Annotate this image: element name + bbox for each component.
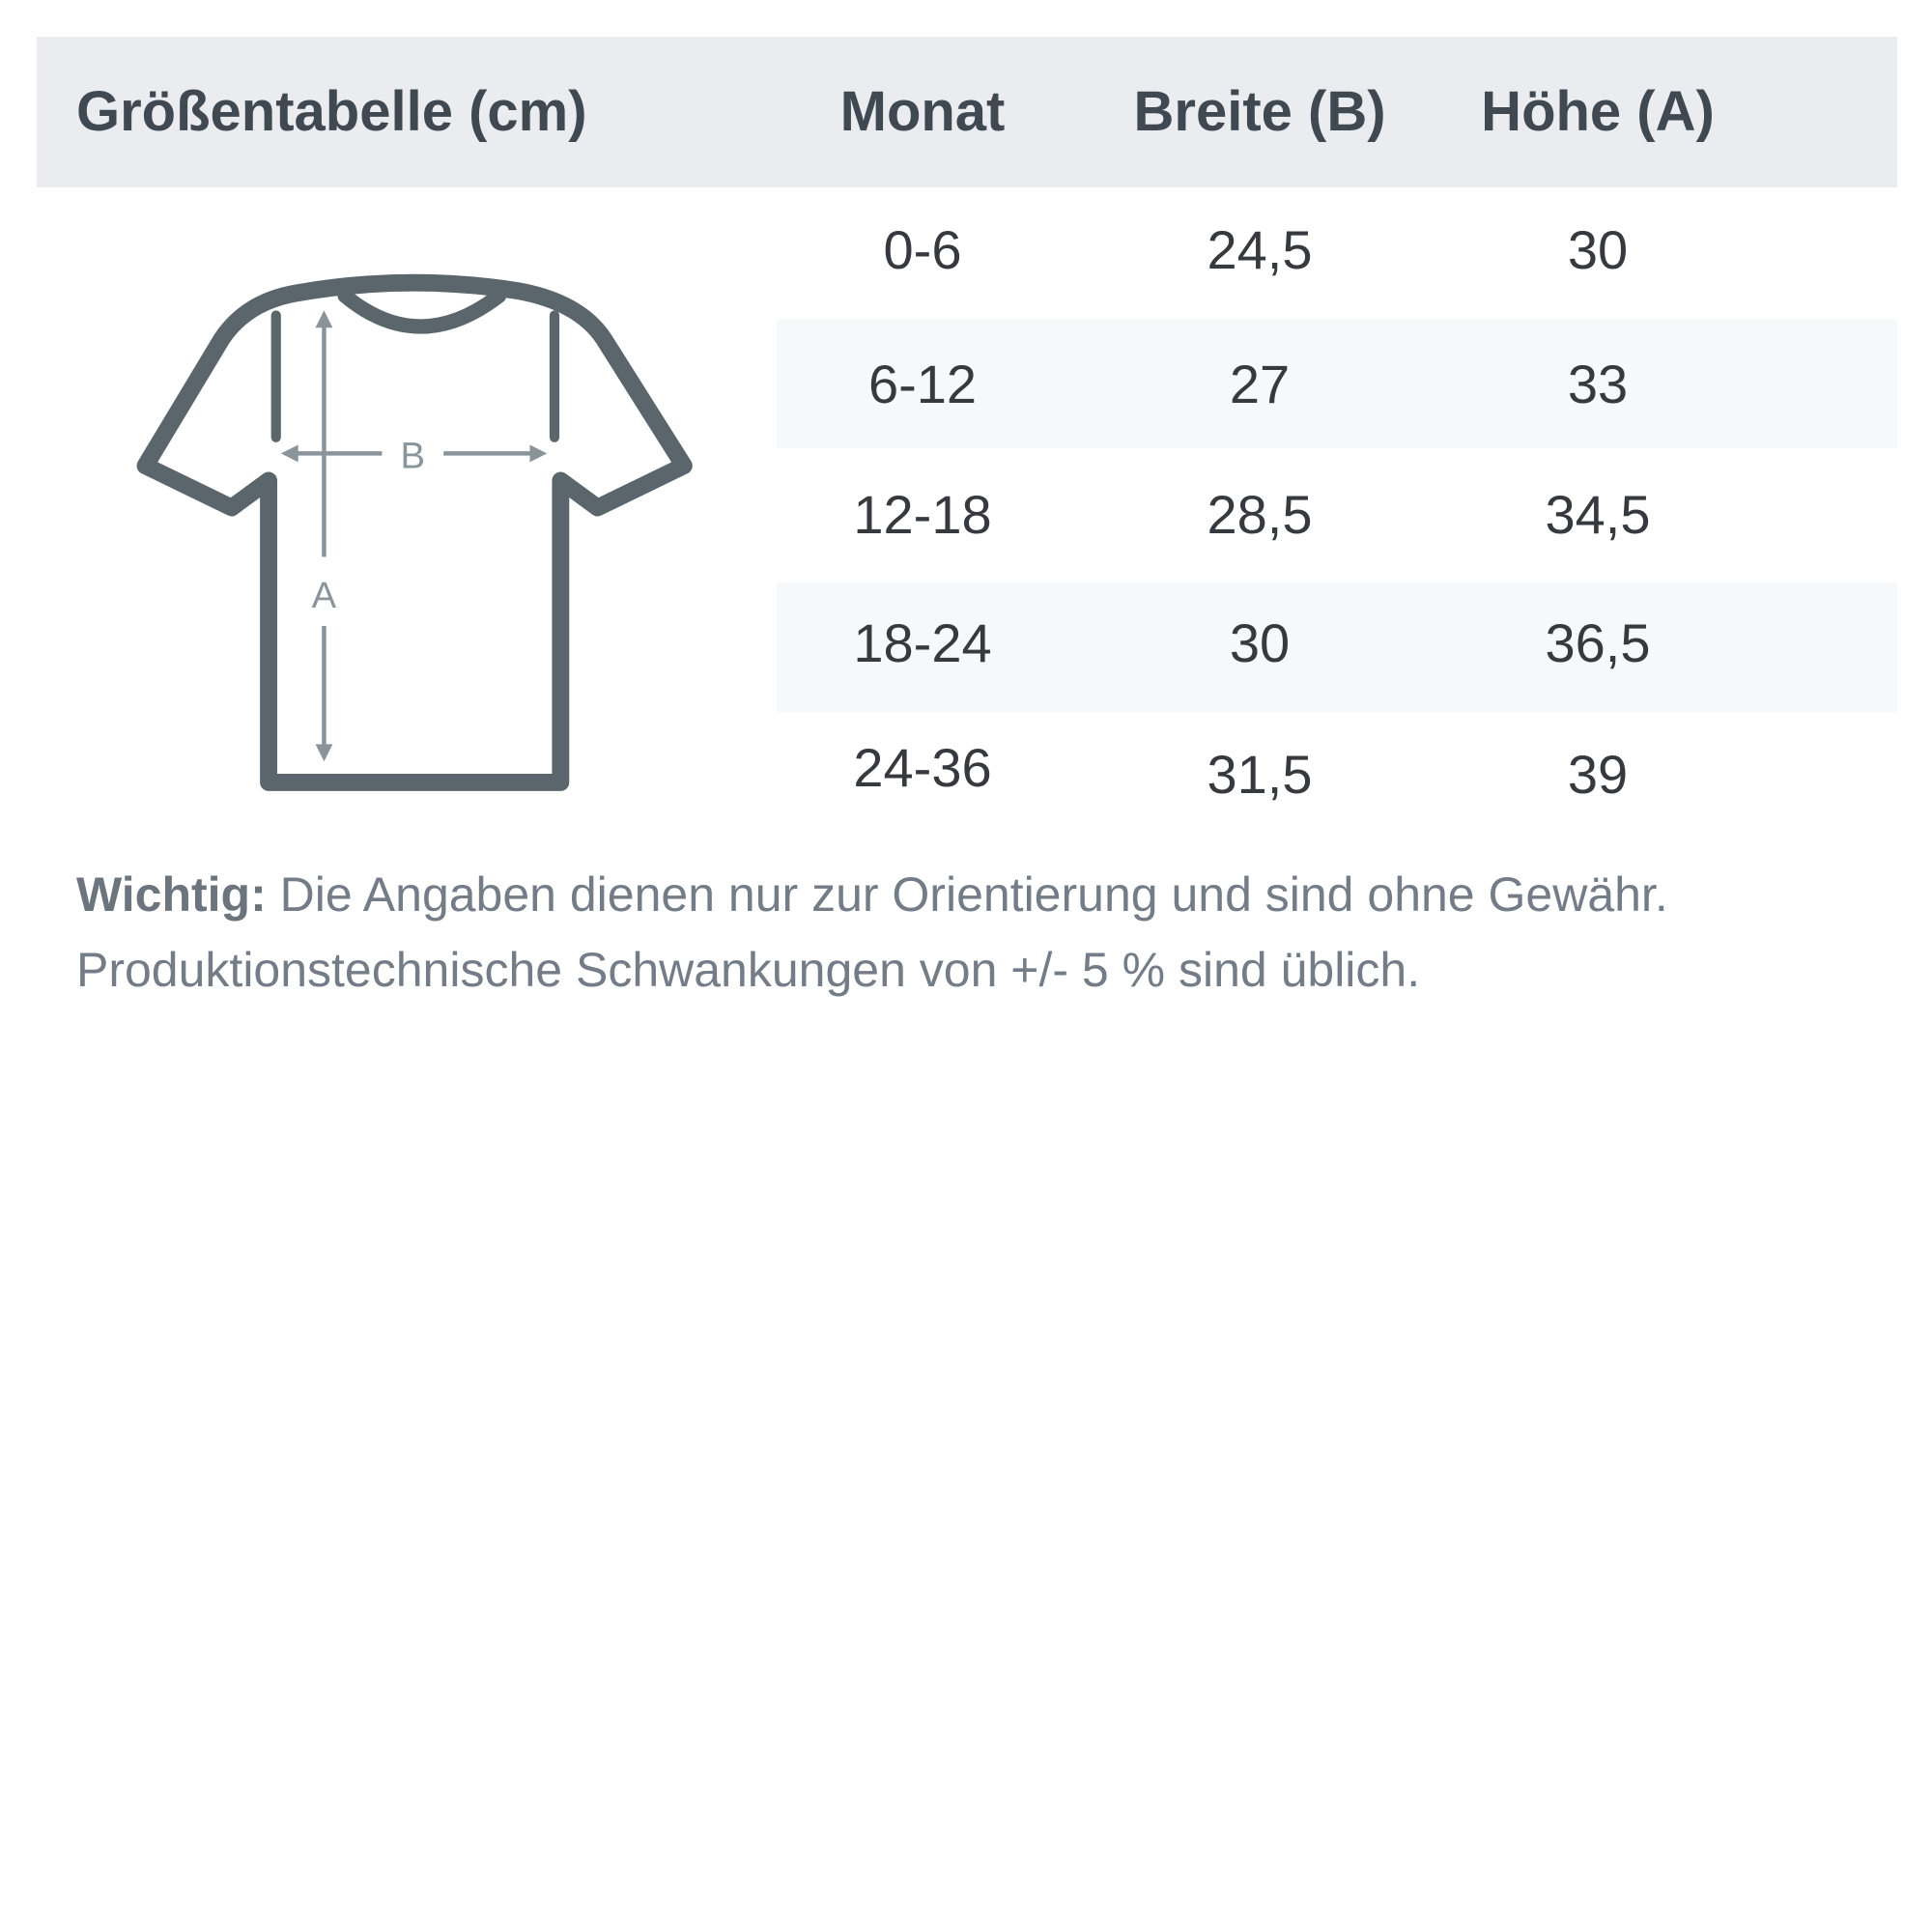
note-text: Die Angaben dienen nur zur Orientierung … xyxy=(266,867,1668,922)
cell-height: 33 xyxy=(1567,354,1629,414)
page-title: Größentabelle (cm) xyxy=(76,80,587,143)
cell-width: 30 xyxy=(1229,612,1291,673)
cell-month: 0-6 xyxy=(883,219,962,280)
row-stripe xyxy=(777,582,1897,712)
column-header-height: Höhe (A) xyxy=(1481,80,1715,143)
cell-month: 6-12 xyxy=(867,354,978,414)
cell-month: 12-18 xyxy=(853,484,992,545)
column-header-width: Breite (B) xyxy=(1133,80,1386,143)
cell-width: 27 xyxy=(1229,354,1291,414)
cell-width: 24,5 xyxy=(1207,219,1313,280)
cell-width: 28,5 xyxy=(1207,484,1313,545)
cell-height: 36,5 xyxy=(1545,612,1651,673)
cell-height: 34,5 xyxy=(1545,484,1651,545)
note-line-2: Produktionstechnische Schwankungen von +… xyxy=(76,943,1421,997)
row-stripe xyxy=(777,319,1897,448)
cell-width: 31,5 xyxy=(1207,744,1313,805)
label-height: A xyxy=(312,575,337,616)
label-width: B xyxy=(401,436,426,477)
table-header xyxy=(37,37,1897,187)
cell-height: 30 xyxy=(1567,219,1629,280)
cell-month: 24-36 xyxy=(853,737,992,798)
note-bold: Wichtig: xyxy=(76,867,267,922)
note-line-1: Wichtig: Die Angaben dienen nur zur Orie… xyxy=(76,866,1668,923)
column-header-month: Monat xyxy=(839,80,1006,143)
cell-month: 18-24 xyxy=(853,612,992,673)
cell-height: 39 xyxy=(1567,744,1629,805)
